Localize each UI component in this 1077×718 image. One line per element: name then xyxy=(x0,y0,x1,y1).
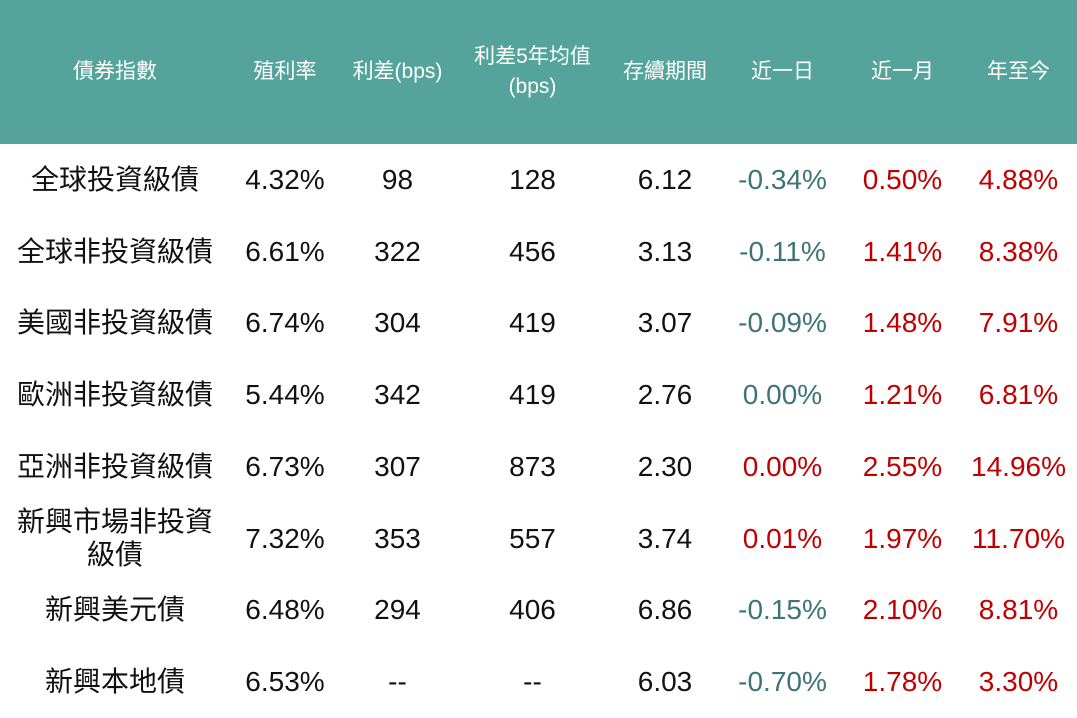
spread-bps-cell: -- xyxy=(388,666,407,698)
change-1m-cell: 0.50% xyxy=(862,163,943,195)
table-row: 新興美元債 6.48% 294 406 6.86 -0.15% 2.10% 8.81% xyxy=(0,574,1077,647)
table-body: 全球投資級債 4.32% 98 128 6.12 -0.34% 0.50% 4.88% 全球非投… xyxy=(0,144,1077,718)
change-ytd-cell: 3.30% xyxy=(978,666,1059,698)
table-header-row: 債券指數 殖利率 利差(bps) 利差5年均值 (bps) 存續期間 近一日 近… xyxy=(0,0,1077,144)
duration-cell: 6.86 xyxy=(637,594,693,626)
table-row: 新興市場非投資 級債 7.32% 353 557 3.74 0.01% 1.97% 11.70… xyxy=(0,502,1077,575)
duration-cell: 3.74 xyxy=(637,522,693,554)
yield-cell: 5.44% xyxy=(245,379,325,411)
spread-bps-cell: 353 xyxy=(374,522,421,554)
column-header-duration: 存續期間 xyxy=(623,59,707,83)
change-ytd-cell: 7.91% xyxy=(978,307,1059,339)
spread-bps-cell: 294 xyxy=(374,594,421,626)
table-row: 美國非投資級債 6.74% 304 419 3.07 -0.09% 1.48% 7.91% xyxy=(0,287,1077,360)
change-1d-cell: -0.15% xyxy=(738,594,827,626)
bond-index-cell: 新興美元債 xyxy=(44,594,185,626)
duration-cell: 3.13 xyxy=(637,235,693,267)
column-header-spread-5y-avg: 利差5年均值 (bps) xyxy=(474,44,591,98)
spread-5y-avg-cell: 406 xyxy=(509,594,556,626)
spread-5y-avg-cell: 456 xyxy=(509,235,556,267)
table-row: 全球投資級債 4.32% 98 128 6.12 -0.34% 0.50% 4.88% xyxy=(0,144,1077,216)
column-header-spread-bps: 利差(bps) xyxy=(352,59,443,83)
change-1m-cell: 1.78% xyxy=(862,666,943,698)
duration-cell: 6.12 xyxy=(637,163,693,195)
change-ytd-cell: 11.70% xyxy=(972,522,1065,554)
change-ytd-cell: 4.88% xyxy=(978,163,1059,195)
duration-cell: 3.07 xyxy=(637,307,693,339)
column-header-change-ytd: 年至今 xyxy=(987,59,1050,83)
spread-bps-cell: 307 xyxy=(374,450,421,482)
duration-cell: 2.30 xyxy=(637,450,693,482)
column-header-change-1m: 近一月 xyxy=(871,59,934,83)
spread-bps-cell: 342 xyxy=(374,379,421,411)
change-1m-cell: 2.55% xyxy=(862,450,943,482)
column-header-bond-index: 債券指數 xyxy=(73,59,157,83)
bond-index-cell: 全球投資級債 xyxy=(30,163,199,195)
yield-cell: 4.32% xyxy=(245,163,325,195)
change-ytd-cell: 14.96% xyxy=(971,450,1066,482)
bond-index-cell: 新興市場非投資 級債 xyxy=(16,506,213,570)
duration-cell: 6.03 xyxy=(637,666,693,698)
change-ytd-cell: 8.81% xyxy=(978,594,1059,626)
spread-5y-avg-cell: 419 xyxy=(509,307,556,339)
spread-bps-cell: 98 xyxy=(381,163,414,195)
bond-index-cell: 亞洲非投資級債 xyxy=(16,450,213,482)
change-1d-cell: -0.09% xyxy=(738,307,827,339)
spread-5y-avg-cell: 557 xyxy=(509,522,556,554)
change-1m-cell: 2.10% xyxy=(862,594,943,626)
table-row: 亞洲非投資級債 6.73% 307 873 2.30 0.00% 2.55% 14.96% xyxy=(0,431,1077,503)
table-row: 全球非投資級債 6.61% 322 456 3.13 -0.11% 1.41% 8.38% xyxy=(0,215,1077,288)
bond-index-cell: 全球非投資級債 xyxy=(16,235,213,267)
change-1m-cell: 1.48% xyxy=(862,307,943,339)
change-1d-cell: 0.00% xyxy=(742,450,823,482)
spread-5y-avg-cell: 873 xyxy=(509,450,556,482)
change-ytd-cell: 8.38% xyxy=(978,235,1059,267)
table-row: 歐洲非投資級債 5.44% 342 419 2.76 0.00% 1.21% 6.81% xyxy=(0,359,1077,431)
spread-bps-cell: 304 xyxy=(374,307,421,339)
duration-cell: 2.76 xyxy=(637,379,693,411)
yield-cell: 6.48% xyxy=(245,594,325,626)
spread-5y-avg-cell: 419 xyxy=(509,379,556,411)
change-ytd-cell: 6.81% xyxy=(978,379,1059,411)
yield-cell: 7.32% xyxy=(245,522,325,554)
bond-index-cell: 美國非投資級債 xyxy=(16,307,213,339)
change-1d-cell: 0.00% xyxy=(742,379,823,411)
change-1d-cell: -0.11% xyxy=(739,235,826,267)
spread-5y-avg-cell: 128 xyxy=(509,163,556,195)
change-1d-cell: -0.70% xyxy=(738,666,827,698)
table-row: 新興本地債 6.53% -- -- 6.03 -0.70% 1.78% 3.30% xyxy=(0,646,1077,718)
column-header-change-1d: 近一日 xyxy=(751,59,814,83)
change-1d-cell: -0.34% xyxy=(738,163,827,195)
change-1d-cell: 0.01% xyxy=(742,522,823,554)
change-1m-cell: 1.97% xyxy=(862,522,943,554)
yield-cell: 6.53% xyxy=(245,666,325,698)
spread-5y-avg-cell: -- xyxy=(523,666,542,698)
yield-cell: 6.74% xyxy=(245,307,325,339)
bond-index-cell: 新興本地債 xyxy=(44,666,185,698)
yield-cell: 6.61% xyxy=(245,235,325,267)
yield-cell: 6.73% xyxy=(245,450,325,482)
column-header-yield: 殖利率 xyxy=(253,59,317,83)
spread-bps-cell: 322 xyxy=(374,235,421,267)
change-1m-cell: 1.41% xyxy=(862,235,943,267)
change-1m-cell: 1.21% xyxy=(862,379,943,411)
bond-index-cell: 歐洲非投資級債 xyxy=(16,379,213,411)
